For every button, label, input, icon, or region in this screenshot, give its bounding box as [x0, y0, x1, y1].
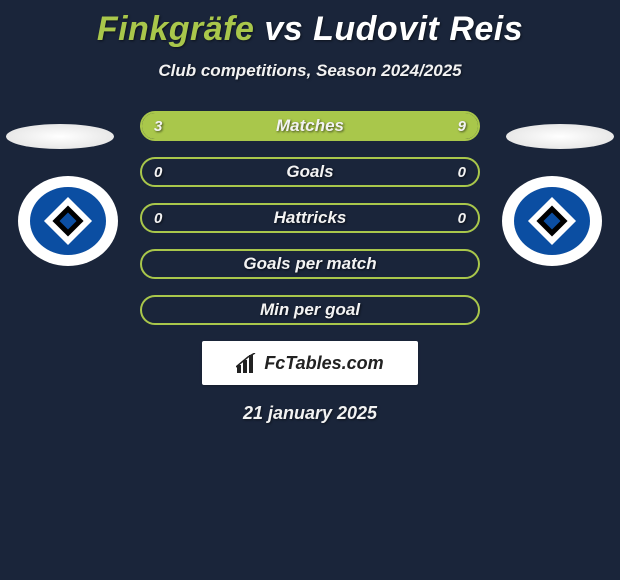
stats-container: 3 Matches 9 0 Goals 0 0 Hattricks 0 Goal… — [140, 111, 480, 325]
stat-fill-right — [226, 113, 478, 139]
bar-chart-icon — [236, 353, 260, 373]
brand-watermark: FcTables.com — [202, 341, 418, 385]
player1-name: Finkgräfe — [97, 10, 255, 48]
stat-value-right: 0 — [458, 164, 466, 181]
stat-value-right: 9 — [458, 118, 466, 135]
brand-text: FcTables.com — [264, 353, 383, 374]
stat-row-min-per-goal: Min per goal — [140, 295, 480, 325]
stat-row-matches: 3 Matches 9 — [140, 111, 480, 141]
player1-photo-placeholder — [6, 124, 114, 149]
stat-row-hattricks: 0 Hattricks 0 — [140, 203, 480, 233]
comparison-title: Finkgräfe vs Ludovit Reis — [0, 0, 620, 49]
stat-row-goals: 0 Goals 0 — [140, 157, 480, 187]
player2-club-badge — [502, 176, 602, 266]
stat-label: Min per goal — [260, 300, 360, 320]
stat-label: Goals — [286, 162, 333, 182]
generated-date: 21 january 2025 — [0, 403, 620, 424]
stat-value-left: 0 — [154, 210, 162, 227]
stat-label: Matches — [276, 116, 344, 136]
stat-value-left: 3 — [154, 118, 162, 135]
vs-text: vs — [264, 10, 303, 48]
player1-club-badge — [18, 176, 118, 266]
stat-value-left: 0 — [154, 164, 162, 181]
stat-label: Hattricks — [274, 208, 347, 228]
stat-row-goals-per-match: Goals per match — [140, 249, 480, 279]
subtitle: Club competitions, Season 2024/2025 — [0, 61, 620, 81]
stat-label: Goals per match — [243, 254, 376, 274]
stat-value-right: 0 — [458, 210, 466, 227]
player2-photo-placeholder — [506, 124, 614, 149]
player2-name: Ludovit Reis — [313, 10, 523, 48]
